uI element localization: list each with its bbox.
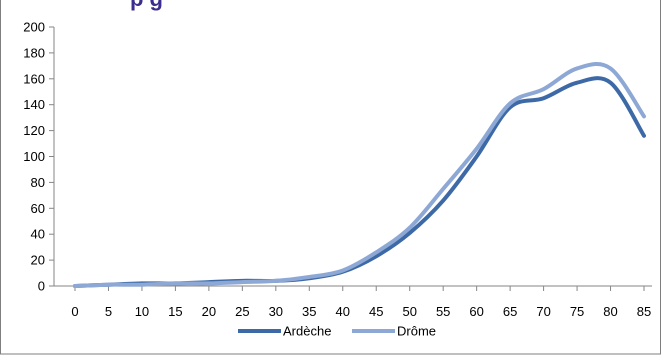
y-axis: 0 20 40 60 80 100 120 140 160 180 200	[23, 20, 55, 294]
x-tick-label: 60	[469, 304, 483, 319]
x-tick-label: 55	[436, 304, 450, 319]
x-tick-label: 15	[168, 304, 182, 319]
x-tick-label: 65	[503, 304, 517, 319]
x-tick-label: 30	[269, 304, 283, 319]
series-line-drome	[73, 62, 646, 288]
x-tick-label: 10	[135, 304, 149, 319]
x-tick-label: 40	[336, 304, 350, 319]
legend-label-ardeche: Ardèche	[283, 324, 331, 339]
x-tick-label: 45	[369, 304, 383, 319]
y-tick-label: 60	[31, 201, 45, 216]
y-tick-label: 0	[38, 279, 45, 294]
x-tick-label: 0	[71, 304, 78, 319]
y-tick-label: 80	[31, 175, 45, 190]
y-tick-label: 120	[23, 123, 45, 138]
series-lines	[73, 62, 646, 288]
y-tick-label: 140	[23, 97, 45, 112]
x-tick-label: 35	[302, 304, 316, 319]
y-tick-label: 200	[23, 20, 45, 35]
x-tick-label: 25	[235, 304, 249, 319]
chart-title: p g	[130, 0, 163, 11]
x-axis: 0 5 10 15 20 25 30 35 40 45 50 55 60 65 70 75 80 85	[54, 285, 652, 319]
x-tick-label: 85	[637, 304, 651, 319]
x-tick-label: 20	[202, 304, 216, 319]
y-tick-label: 20	[31, 253, 45, 268]
x-tick-label: 70	[536, 304, 550, 319]
y-tick-label: 160	[23, 71, 45, 86]
y-tick-label: 180	[23, 45, 45, 60]
x-tick-label: 5	[105, 304, 112, 319]
x-tick-label: 80	[603, 304, 617, 319]
y-tick-label: 100	[23, 149, 45, 164]
x-tick-label: 75	[570, 304, 584, 319]
x-tick-label: 50	[402, 304, 416, 319]
legend-label-drome: Drôme	[397, 324, 436, 339]
y-tick-label: 40	[31, 227, 45, 242]
legend: Ardèche Drôme	[238, 324, 436, 339]
